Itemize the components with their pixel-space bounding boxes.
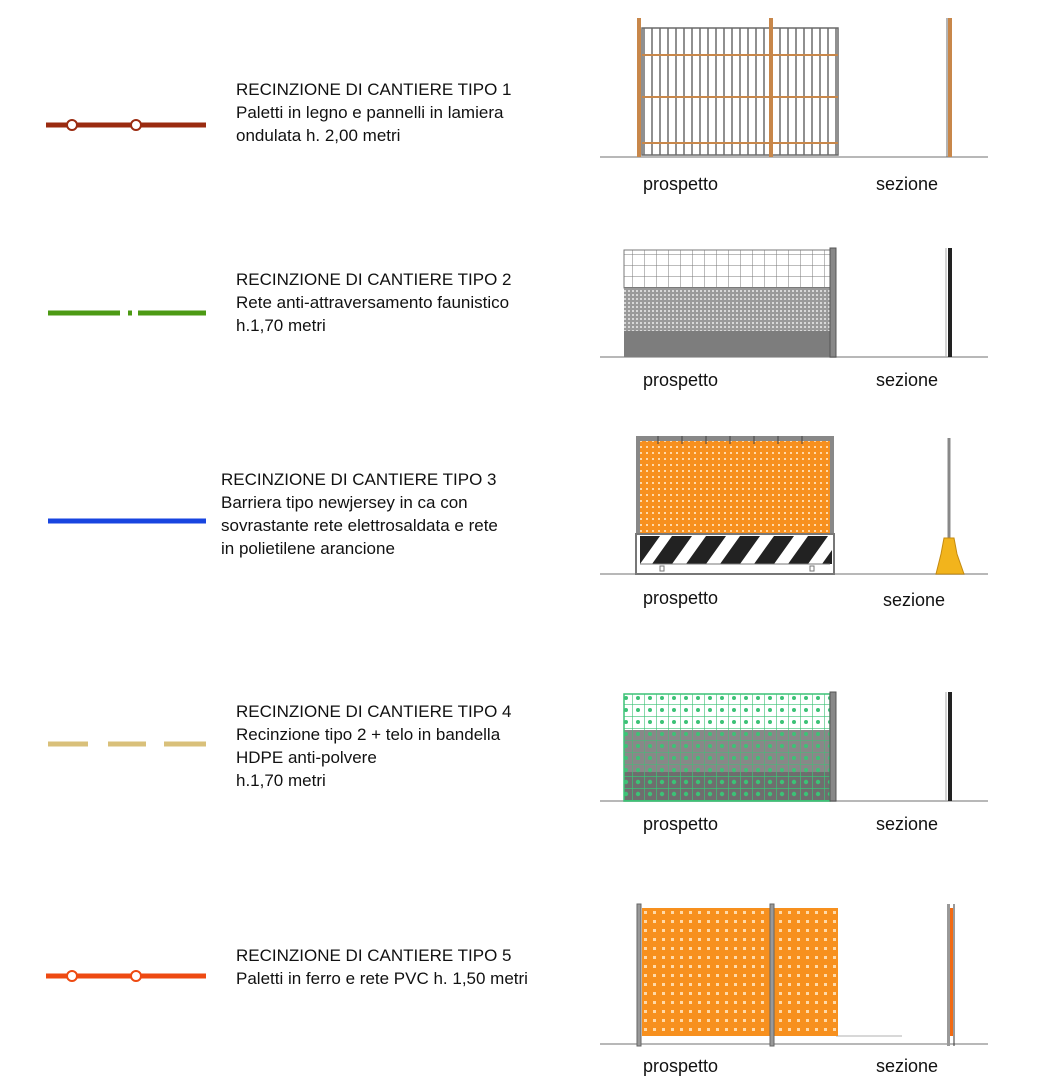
fence-title: RECINZIONE DI CANTIERE TIPO 4	[236, 702, 512, 721]
fence-detail-line: Recinzione tipo 2 + telo in bandella	[236, 725, 501, 744]
fence-detail-line: h.1,70 metri	[236, 316, 326, 335]
label-section: sezione	[876, 1056, 939, 1076]
fence-title: RECINZIONE DI CANTIERE TIPO 2	[236, 270, 512, 289]
fence-description-type-3: RECINZIONE DI CANTIERE TIPO 3 Barriera t…	[221, 468, 498, 560]
fence-drawing-type-1	[600, 18, 988, 158]
fence-drawing-type-2	[600, 247, 988, 358]
fence-row-type-4: RECINZIONE DI CANTIERE TIPO 4 Recinzione…	[0, 680, 1050, 870]
fence-row-type-5: RECINZIONE DI CANTIERE TIPO 5 Paletti in…	[0, 890, 1050, 1088]
fence-description-type-4: RECINZIONE DI CANTIERE TIPO 4 Recinzione…	[236, 700, 512, 792]
fence-row-type-2: RECINZIONE DI CANTIERE TIPO 2 Rete anti-…	[0, 210, 1050, 400]
label-elevation: prospetto	[643, 588, 719, 608]
label-elevation: prospetto	[643, 370, 719, 390]
fence-detail-line: Barriera tipo newjersey in ca con	[221, 493, 468, 512]
legend-symbol-type-3	[48, 518, 206, 524]
fence-description-type-5: RECINZIONE DI CANTIERE TIPO 5 Paletti in…	[236, 944, 528, 990]
label-section: sezione	[883, 590, 946, 610]
fence-row-type-3: RECINZIONE DI CANTIERE TIPO 3 Barriera t…	[0, 420, 1050, 620]
label-section: sezione	[876, 814, 939, 834]
label-elevation: prospetto	[643, 814, 719, 834]
fence-description-type-1: RECINZIONE DI CANTIERE TIPO 1 Paletti in…	[236, 78, 512, 147]
fence-drawing-type-4	[600, 691, 988, 802]
fence-detail-line: in polietilene arancione	[221, 539, 395, 558]
fence-detail-line: HDPE anti-polvere	[236, 748, 377, 767]
fence-detail-line: ondulata h. 2,00 metri	[236, 126, 401, 145]
fence-title: RECINZIONE DI CANTIERE TIPO 3	[221, 470, 497, 489]
fence-detail-line: Rete anti-attraversamento faunistico	[236, 293, 510, 312]
fence-title: RECINZIONE DI CANTIERE TIPO 5	[236, 946, 512, 965]
legend-symbol-type-4	[48, 741, 206, 747]
fence-drawing-type-5	[600, 903, 988, 1047]
label-section: sezione	[876, 174, 939, 194]
fence-description-type-2: RECINZIONE DI CANTIERE TIPO 2 Rete anti-…	[236, 268, 512, 337]
fence-detail-line: h.1,70 metri	[236, 771, 326, 790]
fence-title: RECINZIONE DI CANTIERE TIPO 1	[236, 80, 512, 99]
fence-drawing-type-3	[600, 436, 988, 575]
label-elevation: prospetto	[643, 174, 719, 194]
legend-symbol-type-2	[48, 310, 206, 316]
fence-detail-line: Paletti in ferro e rete PVC h. 1,50 metr…	[236, 969, 528, 988]
legend-symbol-type-5	[46, 970, 206, 982]
label-section: sezione	[876, 370, 939, 390]
fence-detail-line: sovrastante rete elettrosaldata e rete	[221, 516, 498, 535]
legend-symbol-type-1	[46, 119, 206, 131]
fence-detail-line: Paletti in legno e pannelli in lamiera	[236, 103, 504, 122]
label-elevation: prospetto	[643, 1056, 719, 1076]
fence-row-type-1: RECINZIONE DI CANTIERE TIPO 1 Paletti in…	[0, 0, 1050, 200]
